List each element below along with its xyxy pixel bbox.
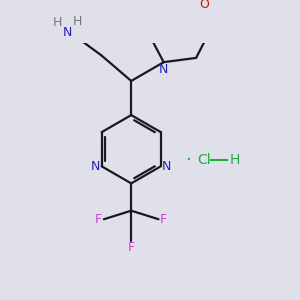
Text: H: H [73,15,82,28]
Text: N: N [162,160,172,173]
Text: H: H [230,153,240,167]
Text: F: F [128,241,135,254]
Text: Cl: Cl [197,153,211,167]
Text: N: N [91,160,100,173]
Text: F: F [95,213,102,226]
Text: N: N [62,26,72,39]
Text: N: N [159,63,168,76]
Text: O: O [200,0,210,11]
Text: ·: · [185,151,191,169]
Text: F: F [160,213,167,226]
Text: H: H [52,16,62,29]
